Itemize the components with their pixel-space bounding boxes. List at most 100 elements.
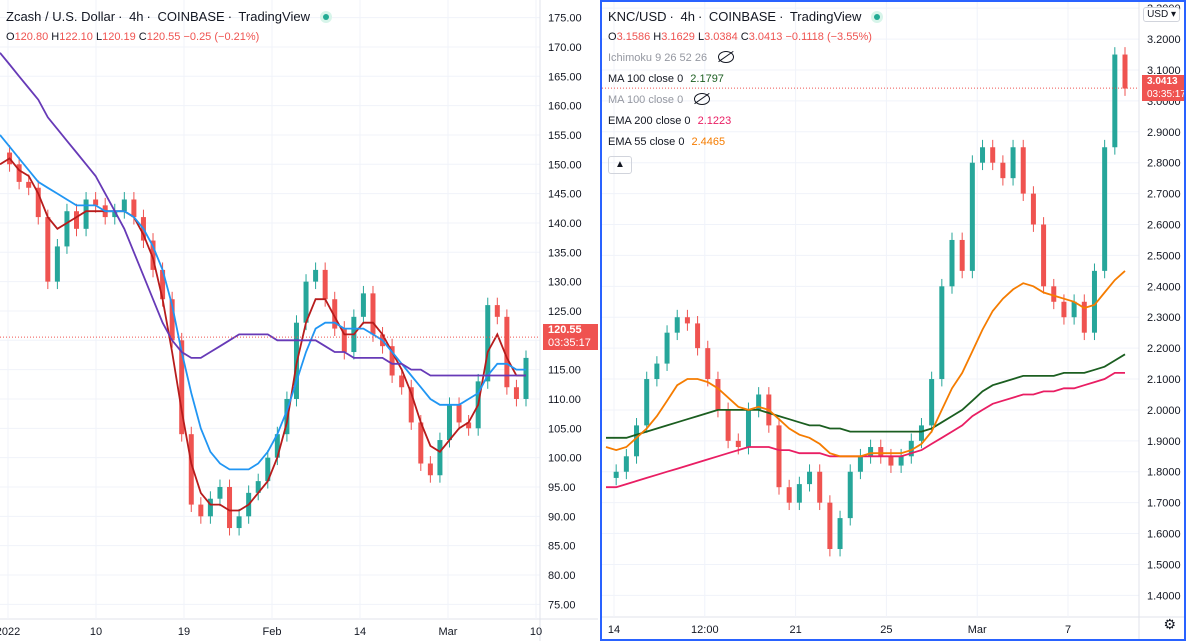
candle-body [446, 404, 452, 441]
x-tick-label: Mar [968, 624, 987, 636]
candle-body [745, 409, 751, 448]
y-tick-label: 2.0000 [1147, 405, 1181, 417]
candle-body [623, 456, 629, 472]
hidden-eye-icon[interactable] [694, 93, 711, 105]
candle-body [332, 299, 338, 329]
indicator-ichimoku[interactable]: Ichimoku 9 26 52 26 [608, 48, 883, 69]
ichimoku-label: Ichimoku 9 26 52 26 [608, 52, 708, 64]
candle-body [837, 518, 843, 550]
candle-body [857, 456, 863, 472]
candle-body [35, 187, 41, 218]
knc-title-row[interactable]: KNC/USD · 4h · COINBASE · TradingView [608, 6, 884, 27]
candle-body [93, 199, 99, 206]
indicator-ma100[interactable]: MA 100 close 0 2.1797 [608, 69, 883, 90]
high-value: 122.10 [59, 31, 93, 43]
currency-select[interactable]: USD ▾ [1143, 7, 1180, 22]
candle-body [188, 434, 194, 505]
collapse-legend-button[interactable]: ▲ [608, 156, 632, 174]
candle-body [898, 456, 904, 466]
exchange: COINBASE [708, 9, 777, 24]
candle-body [466, 422, 472, 429]
low-label: L [95, 31, 103, 43]
y-tick-label: 2.3000 [1147, 312, 1181, 324]
interval[interactable]: 4h [129, 9, 144, 24]
candle-body [131, 199, 137, 218]
zcash-title-row[interactable]: Zcash / U.S. Dollar · 4h · COINBASE · Tradi… [6, 6, 332, 27]
zcash-price-chart[interactable]: 175.00 170.00 165.00 160.00 155.00 150.00 145.… [0, 0, 598, 641]
change-value: −0.25 (−0.21%) [183, 31, 260, 43]
low-value: 120.19 [102, 31, 136, 43]
x-tick-label: 10 [530, 626, 542, 638]
candle-body [112, 211, 118, 218]
candle-body [1041, 224, 1047, 287]
candle-body [674, 317, 680, 333]
y-tick-label: 3.2000 [1147, 34, 1181, 46]
knc-price-chart[interactable]: 3.30003.20003.10003.00002.90002.80002.70… [602, 2, 1184, 639]
candle-body [735, 440, 741, 448]
candle-body [959, 239, 965, 271]
ma100-label: MA 100 close 0 [608, 73, 684, 85]
candle-body [888, 456, 894, 466]
last-price: 120.55 [548, 324, 582, 337]
low-value: 3.0384 [704, 31, 738, 43]
interval[interactable]: 4h [680, 9, 695, 24]
candle-body [929, 379, 935, 426]
y-tick-label: 1.5000 [1147, 559, 1181, 571]
candle-body [654, 363, 660, 380]
close-value: 120.55 [146, 31, 181, 43]
currency-label: USD [1147, 9, 1169, 20]
y-tick-label: 150.00 [548, 159, 582, 171]
indicator-line [605, 270, 1126, 458]
candle-body [198, 504, 204, 517]
y-tick-label: 105.00 [548, 423, 582, 435]
candle-body [990, 147, 996, 163]
close-label: C [740, 31, 749, 43]
knc-chart-pane[interactable]: 3.30003.20003.10003.00002.90002.80002.70… [600, 0, 1186, 641]
candle-body [1020, 147, 1026, 194]
candle-body [456, 404, 462, 423]
y-tick-label: 160.00 [548, 101, 582, 113]
candle-body [1061, 301, 1067, 318]
y-tick-label: 75.00 [548, 599, 576, 611]
y-tick-label: 1.8000 [1147, 467, 1181, 479]
y-tick-label: 95.00 [548, 482, 576, 494]
candle-body [274, 434, 280, 458]
indicator-line [606, 353, 1126, 439]
candle-body [1030, 193, 1036, 225]
y-tick-label: 100.00 [548, 453, 582, 465]
candle-body [664, 332, 670, 364]
y-tick-label: 115.00 [548, 365, 581, 377]
candle-body [969, 162, 975, 271]
ma100b-label: MA 100 close 0 [608, 94, 684, 106]
y-tick-label: 2.7000 [1147, 189, 1181, 201]
candle-body [399, 375, 405, 388]
candle-body [1091, 270, 1097, 333]
x-tick-label: 2022 [0, 626, 20, 638]
candle-body [634, 425, 640, 457]
x-tick-label: 21 [789, 624, 801, 636]
change-value: −0.1118 (−3.55%) [785, 31, 872, 43]
gear-icon[interactable]: ⚙ [1163, 616, 1176, 632]
bar-countdown: 03:35:17 [548, 337, 591, 350]
x-tick-label: 10 [90, 626, 102, 638]
y-tick-label: 145.00 [548, 189, 582, 201]
x-tick-label: 14 [608, 624, 620, 636]
zcash-chart-pane[interactable]: 175.00 170.00 165.00 160.00 155.00 150.00 145.… [0, 0, 598, 641]
indicator-ema200[interactable]: EMA 200 close 0 2.1223 [608, 111, 883, 132]
candle-body [807, 471, 813, 485]
indicator-ma100-hidden[interactable]: MA 100 close 0 [608, 90, 883, 111]
ema55-value: 2.4465 [691, 136, 726, 148]
symbol-name[interactable]: KNC/USD [608, 9, 667, 24]
symbol-name[interactable]: Zcash / U.S. Dollar [6, 9, 116, 24]
x-tick-label: 14 [354, 626, 366, 638]
candle-body [160, 269, 166, 300]
candle-body [939, 286, 945, 380]
y-tick-label: 2.1000 [1147, 374, 1181, 386]
indicator-ema55[interactable]: EMA 55 close 0 2.4465 [608, 132, 883, 153]
candle-body [1000, 162, 1006, 179]
candle-body [408, 387, 414, 423]
hidden-eye-icon[interactable] [718, 51, 735, 63]
y-tick-label: 80.00 [548, 570, 576, 582]
candle-body [786, 487, 792, 503]
y-tick-label: 2.6000 [1147, 220, 1181, 232]
